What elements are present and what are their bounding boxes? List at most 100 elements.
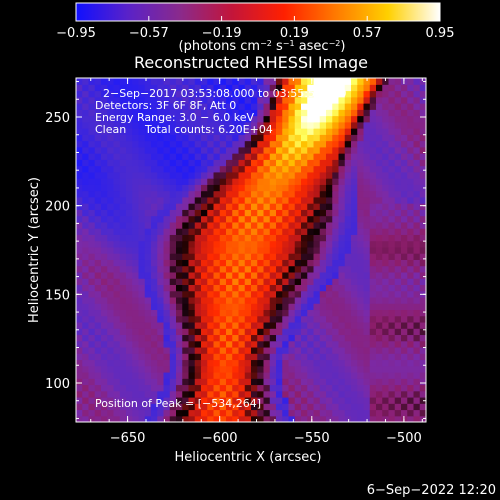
heatmap-cell <box>401 378 408 386</box>
heatmap-cell <box>313 121 321 129</box>
heatmap-cell <box>294 128 302 135</box>
heatmap-cell <box>401 228 408 235</box>
heatmap-cell <box>76 334 83 342</box>
heatmap-cell <box>307 153 315 160</box>
heatmap-cell <box>119 146 127 154</box>
heatmap-cell <box>138 103 146 110</box>
heatmap-cell <box>244 265 252 273</box>
heatmap-cell <box>326 153 333 160</box>
heatmap-cell <box>282 178 290 185</box>
heatmap-cell <box>307 159 315 167</box>
heatmap-cell <box>132 209 140 217</box>
heatmap-cell <box>207 134 215 142</box>
heatmap-cell <box>101 378 108 386</box>
heatmap-cell <box>151 359 158 367</box>
heatmap-cell <box>126 109 133 117</box>
heatmap-cell <box>151 203 158 210</box>
heatmap-cell <box>419 190 426 198</box>
heatmap-cell <box>282 359 290 367</box>
heatmap-cell <box>332 134 340 142</box>
heatmap-cell <box>119 159 127 167</box>
heatmap-cell <box>144 190 152 198</box>
heatmap-cell <box>257 315 265 323</box>
heatmap-cell <box>357 415 365 422</box>
heatmap-cell <box>257 121 265 129</box>
heatmap-cell <box>226 234 233 242</box>
heatmap-cell <box>257 390 265 398</box>
heatmap-cell <box>176 84 183 92</box>
heatmap-cell <box>257 146 265 154</box>
heatmap-cell <box>313 159 321 167</box>
heatmap-cell <box>138 209 146 217</box>
heatmap-cell <box>169 340 177 348</box>
heatmap-cell <box>313 178 321 185</box>
heatmap-cell <box>132 371 140 379</box>
heatmap-cell <box>407 403 415 411</box>
heatmap-cell <box>151 140 158 148</box>
heatmap-cell <box>169 159 177 167</box>
heatmap-cell <box>88 234 96 242</box>
heatmap-cell <box>101 240 108 248</box>
heatmap-cell <box>88 415 96 422</box>
heatmap-cell <box>163 253 171 260</box>
heatmap-cell <box>226 196 233 204</box>
heatmap-cell <box>163 321 171 329</box>
heatmap-cell <box>188 178 196 185</box>
heatmap-cell <box>138 296 146 304</box>
heatmap-cell <box>219 128 227 135</box>
heatmap-cell <box>351 340 358 348</box>
heatmap-cell <box>157 315 165 323</box>
heatmap-cell <box>276 215 283 223</box>
heatmap-cell <box>151 390 158 398</box>
heatmap-cell <box>394 378 402 386</box>
heatmap-cell <box>144 134 152 142</box>
heatmap-cell <box>194 378 202 386</box>
heatmap-cell <box>201 234 208 242</box>
heatmap-cell <box>332 196 340 204</box>
heatmap-cell <box>151 78 158 85</box>
heatmap-cell <box>157 409 165 417</box>
heatmap-cell <box>269 221 277 229</box>
heatmap-cell <box>363 196 371 204</box>
heatmap-cell <box>301 296 308 304</box>
heatmap-cell <box>269 265 277 273</box>
heatmap-cell <box>401 196 408 204</box>
heatmap-cell <box>232 303 240 311</box>
heatmap-cell <box>219 259 227 267</box>
heatmap-cell <box>269 203 277 210</box>
heatmap-cell <box>176 303 183 311</box>
heatmap-cell <box>219 203 227 210</box>
heatmap-cell <box>269 178 277 185</box>
heatmap-cell <box>288 209 296 217</box>
heatmap-cell <box>226 209 233 217</box>
heatmap-cell <box>288 278 296 285</box>
heatmap-cell <box>388 259 396 267</box>
heatmap-cell <box>351 121 358 129</box>
heatmap-cell <box>282 334 290 342</box>
heatmap-cell <box>363 309 371 317</box>
heatmap-cell <box>394 246 402 254</box>
heatmap-cell <box>263 396 271 404</box>
heatmap-cell <box>151 271 158 279</box>
heatmap-cell <box>163 146 171 154</box>
heatmap-cell <box>244 146 252 154</box>
heatmap-cell <box>382 328 390 336</box>
heatmap-cell <box>126 378 133 386</box>
heatmap-cell <box>369 328 377 336</box>
heatmap-cell <box>326 371 333 379</box>
heatmap-cell <box>301 215 308 223</box>
heatmap-cell <box>113 134 121 142</box>
heatmap-cell <box>76 84 83 92</box>
heatmap-cell <box>151 96 158 104</box>
heatmap-cell <box>219 134 227 142</box>
heatmap-cell <box>301 321 308 329</box>
heatmap-cell <box>151 253 158 260</box>
heatmap-cell <box>307 284 315 292</box>
heatmap-cell <box>263 359 271 367</box>
heatmap-cell <box>307 278 315 285</box>
heatmap-cell <box>207 209 215 217</box>
heatmap-cell <box>238 334 246 342</box>
heatmap-cell <box>407 284 415 292</box>
heatmap-cell <box>207 365 215 373</box>
heatmap-cell <box>232 159 240 167</box>
